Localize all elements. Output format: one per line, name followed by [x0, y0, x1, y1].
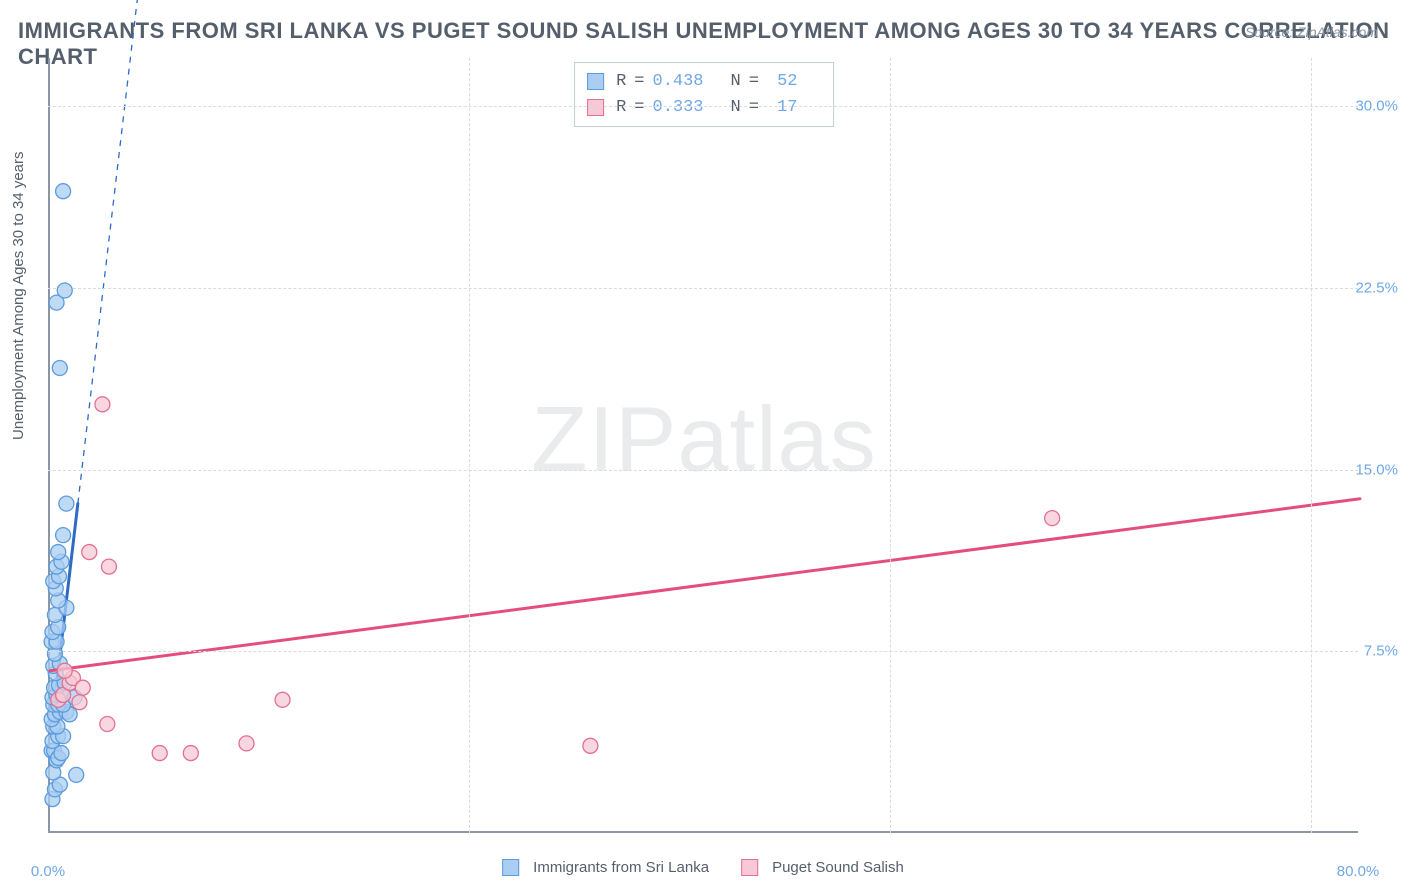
y-tick-label: 7.5% [1364, 643, 1398, 660]
scatter-point [183, 746, 198, 761]
y-tick-label: 15.0% [1355, 461, 1398, 478]
plot-area: R=0.438N= 52R=0.333N= 17 ZIPatlas [48, 58, 1358, 833]
series-legend-item: Puget Sound Salish [741, 859, 904, 876]
series-legend-label: Puget Sound Salish [772, 859, 904, 876]
scatter-point [57, 283, 72, 298]
legend-n-value: 52 [767, 69, 821, 95]
legend-row: R = 0.438 N = 52 [587, 69, 821, 95]
scatter-point [56, 528, 71, 543]
correlation-legend: R=0.438N= 52R=0.333N= 17 [574, 62, 834, 127]
scatter-svg [50, 58, 1358, 831]
legend-swatch [587, 73, 604, 90]
gridline-h [48, 288, 1358, 289]
gridline-v [890, 58, 891, 833]
scatter-point [51, 545, 66, 560]
gridline-h [48, 651, 1358, 652]
gridline-v [469, 58, 470, 833]
scatter-point [1045, 511, 1060, 526]
y-axis-label: Unemployment Among Ages 30 to 34 years [10, 151, 27, 440]
chart-source: Source: ZipAtlas.com [1245, 24, 1378, 40]
scatter-point [75, 680, 90, 695]
y-tick-label: 22.5% [1355, 280, 1398, 297]
legend-eq: = [634, 69, 644, 95]
scatter-point [59, 496, 74, 511]
scatter-point [82, 545, 97, 560]
scatter-point [95, 397, 110, 412]
series-legend: Immigrants from Sri Lanka Puget Sound Sal… [502, 859, 904, 876]
scatter-point [56, 184, 71, 199]
scatter-point [101, 559, 116, 574]
scatter-point [239, 736, 254, 751]
scatter-point [69, 767, 84, 782]
legend-eq: = [749, 69, 759, 95]
trend-line-extension [78, 0, 312, 504]
series-legend-item: Immigrants from Sri Lanka [502, 859, 709, 876]
trend-line [50, 499, 1360, 671]
scatter-point [583, 738, 598, 753]
legend-r-label: R [616, 69, 626, 95]
y-tick-label: 30.0% [1355, 98, 1398, 115]
legend-r-value: 0.438 [653, 69, 707, 95]
scatter-point [72, 695, 87, 710]
scatter-point [152, 746, 167, 761]
scatter-point [275, 692, 290, 707]
legend-n-label: N [731, 69, 741, 95]
series-legend-label: Immigrants from Sri Lanka [533, 859, 709, 876]
legend-swatch [502, 859, 519, 876]
scatter-point [52, 361, 67, 376]
x-tick-label: 80.0% [1337, 863, 1380, 880]
x-tick-label: 0.0% [31, 863, 65, 880]
scatter-point [100, 717, 115, 732]
legend-swatch [741, 859, 758, 876]
gridline-h [48, 470, 1358, 471]
gridline-h [48, 106, 1358, 107]
scatter-point [57, 663, 72, 678]
gridline-v [1311, 58, 1312, 833]
